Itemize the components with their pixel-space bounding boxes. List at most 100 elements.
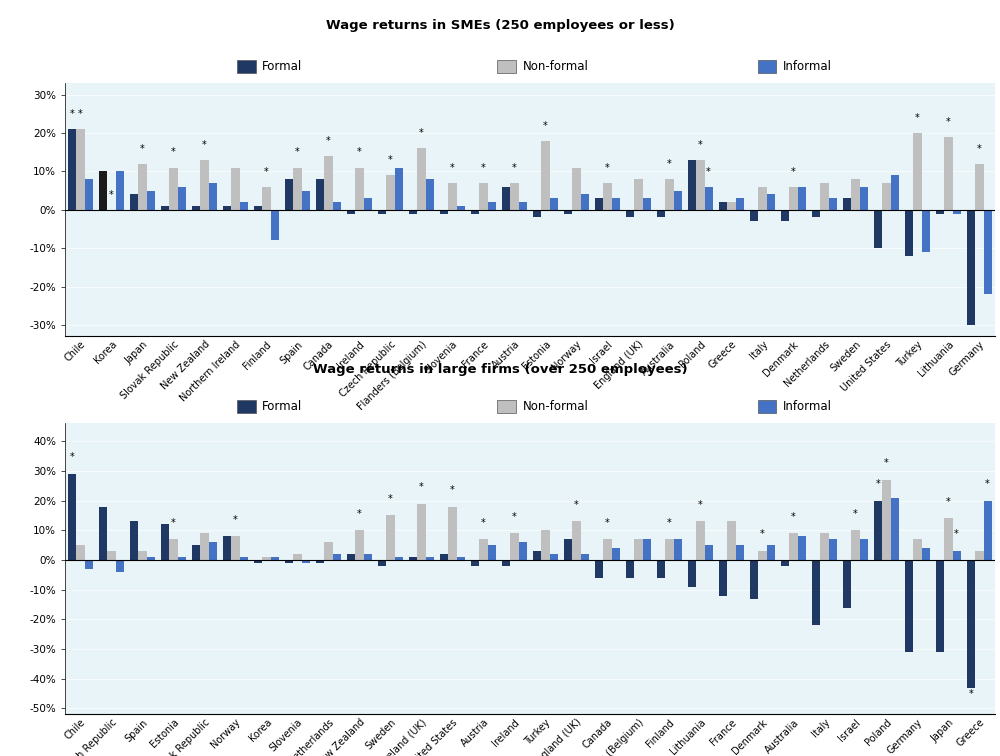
Bar	[316, 560, 324, 563]
Text: *: *	[605, 518, 610, 528]
Bar	[448, 507, 457, 560]
Bar	[643, 539, 651, 560]
Bar	[905, 560, 913, 652]
Bar	[874, 209, 882, 248]
Text: *: *	[357, 147, 362, 157]
Bar	[657, 560, 665, 578]
Bar	[874, 500, 882, 560]
Bar	[395, 557, 403, 560]
Text: *: *	[791, 166, 796, 177]
Bar	[426, 557, 434, 560]
Bar	[750, 560, 758, 599]
Bar	[572, 522, 581, 560]
Bar	[967, 560, 975, 688]
Bar	[758, 60, 776, 73]
Bar	[240, 557, 248, 560]
Text: Wage returns in large firms (over 250 employees): Wage returns in large firms (over 250 em…	[313, 363, 687, 376]
Text: *: *	[388, 155, 393, 165]
Bar	[758, 551, 767, 560]
Bar	[860, 539, 868, 560]
Bar	[798, 536, 806, 560]
Bar	[378, 209, 386, 214]
Bar	[409, 209, 417, 214]
Bar	[355, 168, 364, 209]
Bar	[891, 175, 899, 209]
Text: *: *	[969, 689, 974, 699]
Bar	[161, 525, 169, 560]
Bar	[829, 539, 837, 560]
Bar	[130, 194, 138, 209]
Bar	[750, 209, 758, 222]
Bar	[347, 209, 355, 214]
Bar	[905, 209, 913, 256]
Text: *: *	[915, 113, 920, 123]
Bar	[789, 533, 798, 560]
Bar	[533, 551, 541, 560]
Bar	[378, 560, 386, 566]
Text: *: *	[512, 512, 517, 522]
Text: *: *	[543, 121, 548, 131]
Bar	[364, 554, 372, 560]
Bar	[254, 206, 262, 209]
Text: *: *	[78, 109, 83, 119]
Text: *: *	[667, 159, 672, 169]
Text: *: *	[791, 512, 796, 522]
Bar	[781, 209, 789, 222]
Text: *: *	[698, 500, 703, 510]
Bar	[626, 209, 634, 218]
Bar	[736, 198, 744, 209]
Bar	[237, 400, 256, 413]
Bar	[426, 179, 434, 209]
Bar	[519, 202, 527, 209]
Bar	[936, 560, 944, 652]
Bar	[262, 187, 271, 209]
Bar	[674, 191, 682, 209]
Bar	[138, 164, 147, 209]
Bar	[68, 474, 76, 560]
Bar	[302, 191, 310, 209]
Bar	[603, 183, 612, 209]
Bar	[688, 160, 696, 209]
Bar	[293, 554, 302, 560]
Bar	[612, 548, 620, 560]
Bar	[781, 560, 789, 566]
Bar	[457, 557, 465, 560]
Bar	[550, 198, 558, 209]
Bar	[984, 209, 992, 294]
Bar	[324, 542, 333, 560]
Bar	[333, 202, 341, 209]
Bar	[696, 160, 705, 209]
Bar	[262, 557, 271, 560]
Bar	[674, 539, 682, 560]
Bar	[634, 539, 643, 560]
Bar	[820, 183, 829, 209]
Bar	[843, 560, 851, 608]
Bar	[479, 183, 488, 209]
Bar	[812, 209, 820, 218]
Bar	[488, 545, 496, 560]
Bar	[967, 209, 975, 325]
Bar	[316, 179, 324, 209]
Bar	[231, 168, 240, 209]
Bar	[116, 172, 124, 209]
Text: *: *	[667, 518, 672, 528]
Text: Informal: Informal	[783, 60, 832, 73]
Bar	[975, 164, 984, 209]
Bar	[922, 548, 930, 560]
Bar	[223, 536, 231, 560]
Bar	[550, 554, 558, 560]
Bar	[497, 400, 516, 413]
Bar	[488, 202, 496, 209]
Bar	[107, 551, 116, 560]
Text: *: *	[450, 485, 455, 495]
Text: *: *	[946, 497, 951, 507]
Bar	[502, 187, 510, 209]
Bar	[209, 542, 217, 560]
Text: *: *	[233, 515, 238, 525]
Text: *: *	[481, 163, 486, 173]
Bar	[147, 557, 155, 560]
Text: Formal: Formal	[262, 400, 302, 413]
Text: *: *	[264, 166, 269, 177]
Bar	[843, 198, 851, 209]
Bar	[417, 503, 426, 560]
